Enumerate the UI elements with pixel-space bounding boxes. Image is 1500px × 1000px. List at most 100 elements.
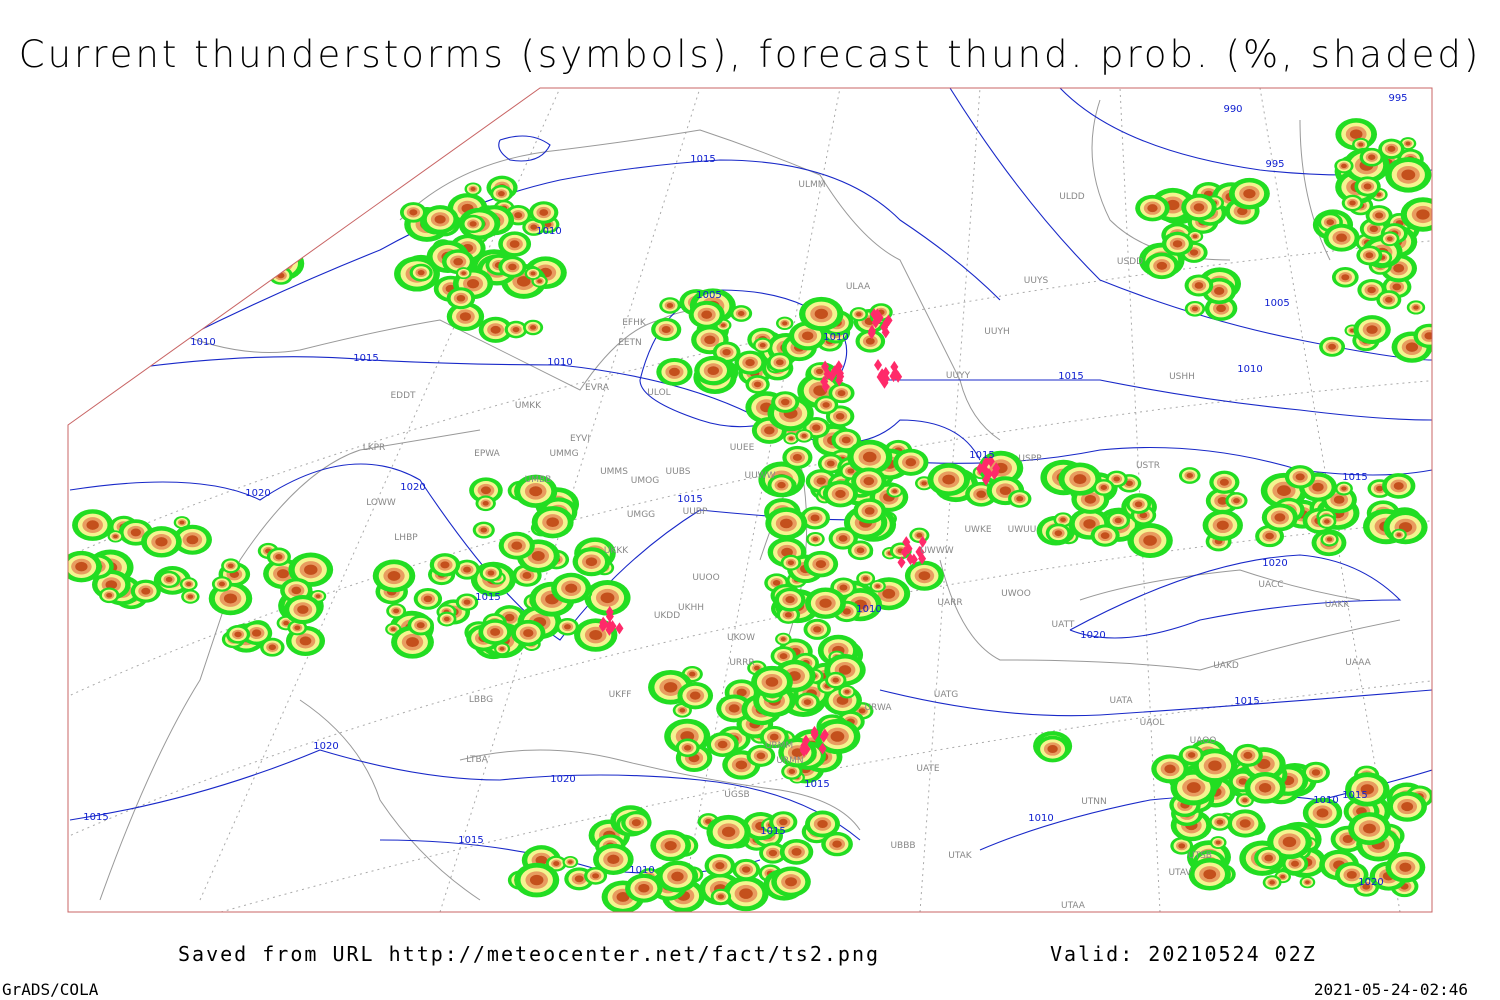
title: Current thunderstorms (symbols), forecas… — [19, 33, 1482, 76]
shade-cell — [490, 628, 501, 636]
shade-cell — [1413, 305, 1419, 310]
station-label: UAOO — [1190, 736, 1217, 746]
isobar-label: 1010 — [1313, 795, 1338, 806]
shade-cell — [423, 595, 433, 603]
shade-cell — [585, 557, 598, 567]
shade-cell — [165, 576, 173, 583]
shade-cell — [753, 381, 762, 388]
shade-cell — [728, 704, 740, 713]
shade-cell — [918, 571, 931, 581]
shade-cell — [294, 625, 301, 631]
shade-cell — [607, 854, 620, 865]
shade-cell — [788, 436, 794, 441]
shade-cell — [838, 665, 852, 675]
shade-cell — [1341, 163, 1347, 169]
shade-cell — [1060, 517, 1066, 522]
isobar-label: 1015 — [475, 592, 500, 603]
shade-cell — [1114, 517, 1122, 524]
shade-cell — [469, 221, 477, 227]
shade-cell — [704, 335, 716, 345]
station-label: UMBB — [525, 475, 552, 485]
shade-cell — [779, 653, 788, 660]
shade-cell — [75, 561, 88, 572]
shade-cell — [1083, 519, 1096, 529]
shade-cell — [299, 636, 312, 646]
shade-cell — [1363, 823, 1376, 834]
shade-cell — [772, 580, 781, 586]
shade-cell — [530, 224, 538, 230]
station-label: UBBB — [890, 841, 915, 851]
shade-cell — [882, 588, 896, 599]
station-label: ULAA — [846, 282, 871, 292]
shade-cell — [509, 240, 520, 248]
isobar-label: 1010 — [547, 357, 572, 368]
shade-cell — [1237, 207, 1248, 216]
shade-cell — [1401, 169, 1416, 181]
station-label: UUEE — [730, 443, 755, 453]
shade-cell — [780, 518, 793, 529]
shade-cell — [1328, 343, 1336, 350]
shade-cell — [529, 486, 543, 497]
shade-cell — [1401, 802, 1414, 812]
isobar-label: 1020 — [245, 488, 270, 499]
shade-cell — [1219, 478, 1229, 486]
shade-cell — [187, 594, 194, 599]
shade-cell — [546, 517, 559, 528]
shade-cell — [1277, 485, 1291, 496]
shade-cell — [1291, 860, 1299, 867]
shade-cell — [1324, 519, 1330, 524]
shade-cell — [1396, 533, 1402, 537]
shade-cell — [892, 489, 898, 494]
shade-cell — [409, 209, 418, 216]
shade-cell — [802, 331, 814, 341]
timestamp: 2021-05-24-02:46 — [1314, 980, 1468, 999]
shade-cell — [856, 312, 862, 317]
shade-cell — [1282, 836, 1297, 848]
isobar-label: 1020 — [550, 774, 575, 785]
station-label: UATT — [1052, 620, 1075, 630]
station-label: UTNN — [1081, 797, 1107, 807]
shade-cell — [814, 308, 828, 320]
shade-cell — [717, 740, 728, 749]
shade-cell — [291, 586, 302, 595]
station-label: ULOL — [647, 388, 670, 398]
station-label: EFHK — [622, 318, 647, 328]
shade-cell — [739, 888, 753, 899]
shade-cell — [791, 848, 802, 856]
isobar-label: 1015 — [760, 826, 785, 837]
shade-cell — [141, 587, 151, 595]
shade-cell — [1113, 476, 1120, 482]
shade-cell — [1243, 751, 1253, 759]
shade-cell — [1016, 496, 1024, 502]
shade-cell — [592, 873, 600, 879]
shade-cell — [247, 241, 279, 266]
shade-cell — [1385, 296, 1393, 303]
shade-cell — [841, 436, 851, 444]
shade-cell — [463, 599, 471, 605]
shade-cell — [498, 190, 505, 197]
shade-cell — [234, 272, 257, 289]
shade-cell — [537, 279, 543, 284]
shade-cell — [835, 489, 846, 498]
shade-cell — [864, 507, 875, 515]
shade-cell — [1387, 145, 1396, 152]
isobar-label: 1015 — [1342, 790, 1367, 801]
station-label: UMMS — [600, 467, 628, 477]
shade-cell — [1274, 513, 1286, 522]
shade-cell — [589, 630, 603, 641]
station-label: UWWW — [920, 546, 953, 556]
station-label: UACC — [1258, 580, 1283, 590]
station-label: URMN — [776, 756, 803, 766]
shade-cell — [865, 337, 875, 345]
isobar-label: 1015 — [353, 353, 378, 364]
shade-cell — [1376, 192, 1382, 197]
shade-cell — [1243, 188, 1256, 199]
shade-cell — [816, 477, 826, 485]
shade-cell — [440, 561, 450, 569]
shade-cell — [523, 629, 534, 638]
shade-cell — [815, 368, 824, 375]
station-label: UARR — [937, 598, 962, 608]
shade-cell — [1342, 835, 1353, 843]
map-area — [68, 88, 1432, 912]
shade-cell — [875, 584, 881, 589]
